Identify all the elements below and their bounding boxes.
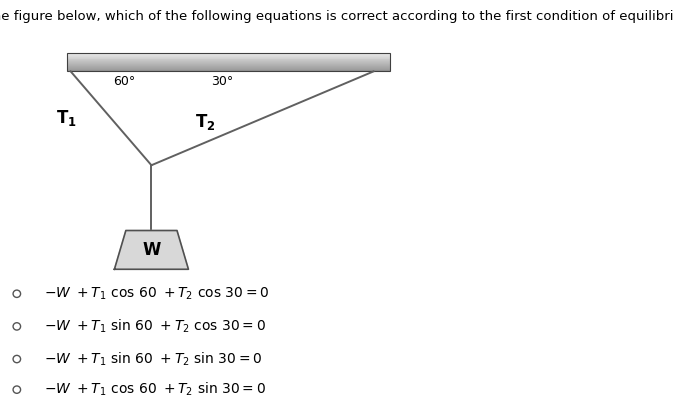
Bar [67, 64, 390, 65]
Bar [67, 53, 390, 71]
Text: $\mathbf{T_1}$: $\mathbf{T_1}$ [56, 108, 76, 129]
Bar [67, 70, 390, 71]
Bar [67, 58, 390, 60]
Bar [67, 55, 390, 56]
Text: 60°: 60° [113, 75, 136, 88]
Bar [67, 54, 390, 55]
Polygon shape [114, 231, 188, 269]
Text: $-W\ +T_1\ \mathrm{cos}\ 60\ +T_2\ \mathrm{cos}\ 30 = 0$: $-W\ +T_1\ \mathrm{cos}\ 60\ +T_2\ \math… [44, 286, 269, 302]
Bar [67, 56, 390, 57]
Bar [67, 53, 390, 54]
Bar [67, 65, 390, 66]
Bar [67, 62, 390, 63]
Bar [67, 63, 390, 64]
Text: W: W [142, 241, 161, 259]
Text: $-W\ +T_1\ \mathrm{cos}\ 60\ +T_2\ \mathrm{sin}\ 30 = 0$: $-W\ +T_1\ \mathrm{cos}\ 60\ +T_2\ \math… [44, 381, 266, 398]
Text: $-W\ +T_1\ \mathrm{sin}\ 60\ +T_2\ \mathrm{cos}\ 30 = 0$: $-W\ +T_1\ \mathrm{sin}\ 60\ +T_2\ \math… [44, 318, 266, 335]
Bar [67, 69, 390, 70]
Text: 30°: 30° [211, 75, 234, 88]
Bar [67, 66, 390, 67]
Bar [67, 60, 390, 61]
Text: In the figure below, which of the following equations is correct according to th: In the figure below, which of the follow… [0, 10, 673, 23]
Text: $\mathbf{T_2}$: $\mathbf{T_2}$ [195, 112, 215, 133]
Bar [67, 68, 390, 69]
Bar [67, 67, 390, 68]
Bar [67, 61, 390, 62]
Bar [67, 57, 390, 58]
Text: $-W\ +T_1\ \mathrm{sin}\ 60\ +T_2\ \mathrm{sin}\ 30 = 0$: $-W\ +T_1\ \mathrm{sin}\ 60\ +T_2\ \math… [44, 350, 262, 368]
